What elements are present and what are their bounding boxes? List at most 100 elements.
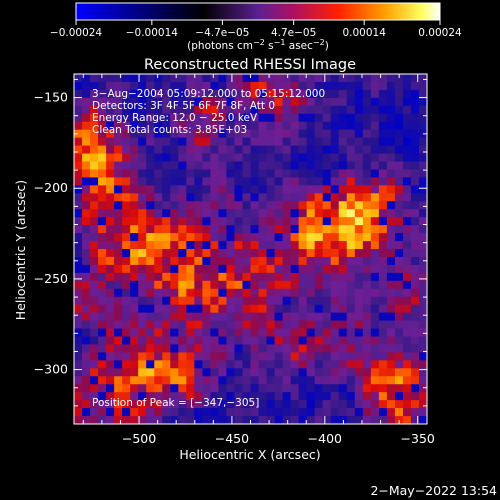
- heatmap-cell: [162, 185, 171, 194]
- heatmap-cell: [290, 352, 300, 361]
- heatmap-cell: [122, 256, 131, 266]
- heatmap-cell: [122, 153, 131, 162]
- heatmap-cell: [114, 161, 123, 170]
- heatmap-cell: [202, 225, 211, 234]
- heatmap-cell: [114, 416, 123, 424]
- heatmap-cell: [226, 304, 235, 314]
- heatmap-cell: [418, 256, 427, 266]
- heatmap-cell: [290, 201, 300, 210]
- heatmap-cell: [370, 360, 380, 369]
- y-tick-label: −200: [34, 180, 68, 195]
- heatmap-cell: [370, 272, 380, 282]
- heatmap-cell: [98, 344, 107, 353]
- heatmap-cell: [98, 129, 107, 139]
- heatmap-cell: [394, 209, 404, 218]
- heatmap-cell: [378, 328, 388, 337]
- heatmap-cell: [378, 408, 388, 417]
- heatmap-cell: [202, 328, 211, 337]
- heatmap-cell: [418, 336, 427, 345]
- colorbar-tick-label: 4.7e−05: [271, 27, 316, 39]
- heatmap-cell: [258, 153, 268, 162]
- heatmap-cell: [282, 272, 292, 282]
- heatmap-cell: [354, 105, 364, 115]
- colorbar-ticks: [75, 20, 441, 25]
- heatmap-cell: [82, 153, 91, 162]
- heatmap-cell: [234, 105, 243, 115]
- heatmap-cell: [130, 328, 139, 337]
- heatmap-cell: [330, 89, 340, 99]
- heatmap-cell: [298, 304, 308, 314]
- heatmap-cell: [298, 97, 308, 107]
- heatmap-cell: [130, 352, 139, 361]
- heatmap-cell: [298, 89, 308, 99]
- heatmap-cell: [266, 328, 276, 337]
- heatmap-cell: [122, 400, 131, 409]
- heatmap-cell: [74, 352, 83, 361]
- heatmap-cell: [146, 97, 155, 107]
- heatmap-cell: [290, 233, 300, 242]
- heatmap-cell: [186, 177, 195, 186]
- heatmap-cell: [114, 209, 123, 218]
- heatmap-cell: [258, 81, 268, 91]
- heatmap-cell: [386, 137, 396, 147]
- heatmap-cell: [250, 408, 260, 417]
- heatmap-cell: [378, 241, 388, 250]
- heatmap-cell: [90, 312, 99, 322]
- heatmap-cell: [90, 360, 99, 369]
- heatmap-cell: [170, 344, 179, 353]
- heatmap-cell: [130, 272, 139, 282]
- heatmap-cell: [410, 320, 420, 330]
- heatmap-cell: [290, 384, 300, 393]
- heatmap-cell: [250, 360, 260, 369]
- heatmap-cell: [274, 193, 284, 202]
- heatmap-cell: [250, 105, 260, 115]
- heatmap-cell: [378, 392, 388, 401]
- heatmap-cell: [82, 352, 91, 361]
- heatmap-cell: [306, 272, 316, 282]
- heatmap-cell: [338, 408, 348, 417]
- colorbar-tick-label: 0.00014: [342, 27, 386, 39]
- heatmap-cell: [306, 384, 316, 393]
- heatmap-cell: [82, 336, 91, 345]
- heatmap-cell: [82, 169, 91, 178]
- heatmap-cell: [418, 249, 427, 258]
- heatmap-cell: [258, 249, 268, 258]
- heatmap-cell: [170, 161, 179, 170]
- heatmap-cell: [202, 408, 211, 417]
- heatmap-cell: [330, 256, 340, 266]
- heatmap-cell: [298, 105, 308, 115]
- heatmap-cell: [90, 201, 99, 210]
- heatmap-cell: [218, 145, 227, 155]
- heatmap-cell: [82, 272, 91, 282]
- heatmap-cell: [194, 368, 203, 377]
- heatmap-cell: [306, 416, 316, 424]
- heatmap-cell: [130, 97, 139, 107]
- heatmap-cell: [362, 233, 372, 242]
- heatmap-cell: [82, 416, 91, 424]
- heatmap-cell: [250, 384, 260, 393]
- heatmap-cell: [322, 256, 332, 266]
- heatmap-cell: [202, 145, 211, 155]
- heatmap-cell: [338, 193, 348, 202]
- heatmap-cell: [138, 121, 147, 131]
- heatmap-cell: [370, 384, 380, 393]
- heatmap-cell: [266, 201, 276, 210]
- heatmap-cell: [298, 368, 308, 377]
- heatmap-cell: [114, 408, 123, 417]
- heatmap-cell: [210, 384, 219, 393]
- heatmap-cell: [178, 233, 187, 242]
- heatmap-cell: [106, 344, 115, 353]
- heatmap-cell: [226, 105, 235, 115]
- heatmap-cell: [82, 185, 91, 194]
- heatmap-cell: [186, 336, 195, 345]
- heatmap-cell: [322, 280, 332, 290]
- heatmap-cell: [378, 137, 388, 147]
- heatmap-cell: [322, 408, 332, 417]
- heatmap-cell: [210, 241, 219, 250]
- heatmap-cell: [402, 105, 412, 115]
- heatmap-cell: [130, 209, 139, 218]
- heatmap-cell: [250, 193, 260, 202]
- heatmap-cell: [74, 328, 83, 337]
- heatmap-cell: [98, 280, 107, 290]
